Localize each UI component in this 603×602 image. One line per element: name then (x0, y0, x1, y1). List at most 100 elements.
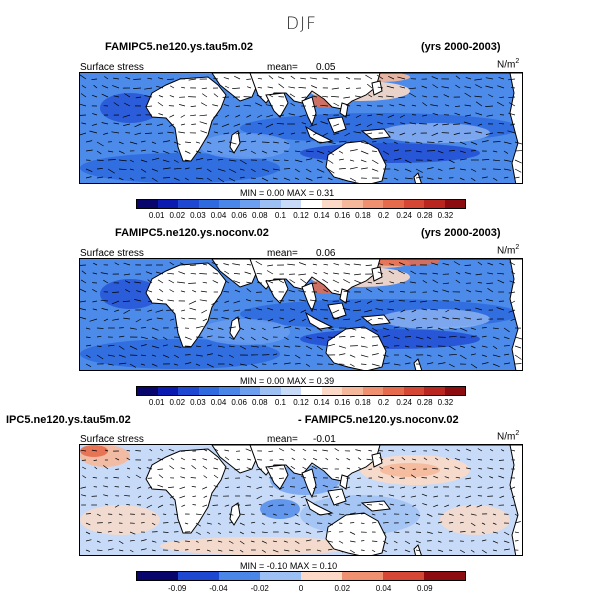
wind-vector (272, 177, 278, 180)
wind-vector (349, 159, 355, 162)
wind-vector (481, 354, 487, 357)
wind-vector (322, 132, 329, 137)
wind-vector (261, 150, 268, 154)
wind-vector (279, 458, 285, 461)
wind-vector (459, 354, 467, 360)
wind-vector (103, 318, 109, 322)
wind-vector (96, 168, 103, 170)
wind-vector (228, 540, 234, 544)
wind-vector (199, 299, 208, 302)
wind-vector (157, 279, 164, 284)
wind-vector (190, 272, 197, 275)
wind-vector (82, 475, 87, 479)
wind-vector (283, 141, 290, 145)
wind-vector (235, 317, 241, 320)
wind-vector (412, 458, 417, 461)
wind-vector (338, 336, 346, 338)
wind-vector (162, 150, 170, 154)
wind-vector (305, 140, 311, 143)
wind-vector (431, 76, 439, 80)
wind-vector (507, 130, 516, 134)
wind-vector (371, 159, 379, 165)
wind-vector (180, 457, 186, 461)
wind-vector (397, 76, 406, 80)
colorbar-tick-label: 0.16 (334, 398, 351, 407)
wind-vector (475, 307, 483, 311)
wind-vector (327, 540, 333, 543)
colorbar-swatch (280, 200, 301, 208)
wind-vector (366, 318, 373, 323)
wind-vector (459, 531, 466, 533)
wind-vector (426, 549, 432, 552)
wind-vector (411, 450, 417, 452)
wind-vector (470, 549, 475, 553)
wind-vector (250, 168, 256, 173)
colorbar-tick-label: 0.03 (190, 211, 206, 220)
wind-vector (465, 495, 472, 499)
wind-vector (448, 335, 457, 338)
wind-vector (382, 522, 389, 524)
wind-vector (426, 362, 434, 365)
land-mass (509, 445, 522, 555)
wind-vector (169, 495, 175, 499)
wind-vector (399, 86, 406, 89)
wind-vector (96, 513, 101, 517)
wind-vector (399, 114, 406, 118)
wind-vector (514, 521, 521, 524)
wind-vector (294, 549, 301, 553)
wind-vector (371, 150, 377, 152)
wind-vector (310, 307, 318, 311)
wind-vector (514, 540, 519, 542)
colorbar-swatch (157, 200, 178, 208)
colorbar-swatch (219, 572, 260, 580)
colorbar-tick-label: 0.01 (148, 398, 165, 407)
wind-vector (190, 114, 197, 117)
wind-vector (210, 317, 219, 320)
wind-vector (212, 104, 219, 107)
wind-vector (388, 270, 395, 275)
wind-vector (349, 166, 358, 170)
wind-vector (256, 308, 263, 311)
wind-vector (151, 327, 159, 331)
wind-vector (409, 281, 417, 284)
panel-3-title-right: - FAMIPC5.ne120.ys.noconv.02 (298, 414, 459, 426)
wind-vector (91, 78, 98, 80)
wind-vector (159, 288, 164, 293)
panel-3-max-value: 0.10 (319, 561, 338, 571)
land-mass (301, 468, 317, 499)
wind-vector (245, 475, 252, 479)
wind-vector (426, 531, 433, 534)
wind-vector (192, 504, 197, 506)
wind-vector (377, 271, 384, 275)
wind-vector (456, 495, 461, 497)
wind-vector (149, 448, 153, 452)
wind-vector (133, 78, 142, 80)
wind-vector (283, 549, 290, 552)
wind-vector (279, 300, 285, 302)
wind-vector (206, 327, 214, 330)
wind-vector (409, 300, 417, 303)
wind-vector (104, 76, 109, 80)
wind-vector (118, 141, 124, 145)
wind-vector (228, 336, 234, 340)
wind-vector (134, 132, 142, 136)
wind-vector (510, 123, 516, 126)
wind-vector (349, 531, 356, 535)
wind-vector (503, 345, 510, 347)
land-mass (145, 76, 227, 162)
wind-vector (510, 86, 516, 89)
wind-vector (382, 141, 387, 145)
wind-vector (437, 140, 443, 143)
wind-vector (224, 270, 230, 275)
wind-vector (211, 300, 219, 306)
wind-vector (503, 531, 510, 536)
wind-vector (352, 309, 362, 312)
wind-vector (206, 539, 213, 542)
wind-vector (199, 114, 208, 117)
wind-vector (386, 95, 395, 98)
wind-vector (499, 468, 505, 470)
wind-vector (415, 540, 421, 544)
wind-vector (393, 141, 398, 144)
wind-vector (464, 86, 472, 89)
wind-vector (470, 150, 476, 152)
